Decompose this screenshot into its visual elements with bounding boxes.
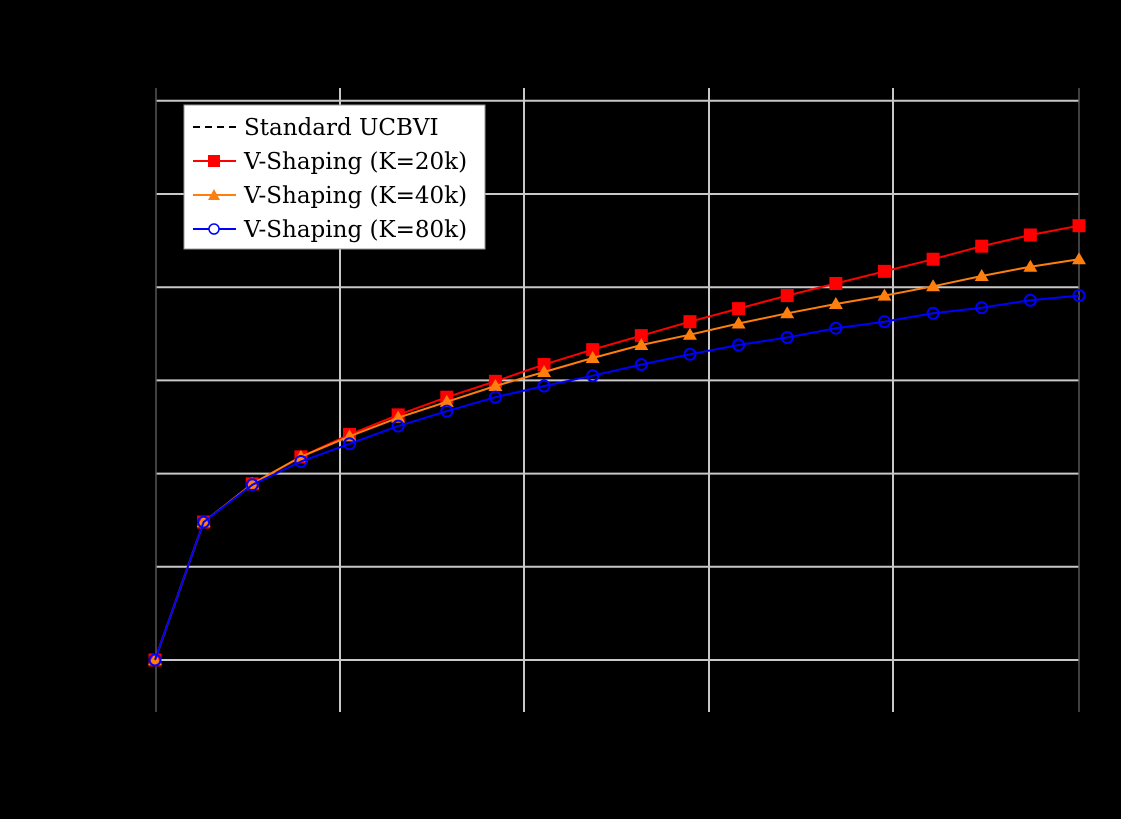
series-line	[154, 294, 1080, 661]
circle-marker	[1023, 293, 1037, 307]
triangle-marker	[439, 394, 454, 407]
legend-label: Standard UCBVI	[244, 115, 439, 141]
series-v-shaping-k-40k-	[148, 252, 1086, 665]
circle-marker	[343, 437, 357, 451]
circle-marker	[683, 347, 697, 361]
square-marker	[586, 343, 600, 357]
legend-item: Standard UCBVI	[193, 115, 439, 141]
legend-item: V-Shaping (K=80k)	[193, 217, 467, 243]
triangle-marker	[780, 306, 795, 319]
triangle-marker	[537, 365, 552, 378]
circle-marker	[732, 338, 746, 352]
legend-circle-icon	[208, 223, 220, 235]
circle-marker	[245, 478, 259, 492]
circle-marker	[877, 315, 891, 329]
circle-marker	[829, 321, 843, 335]
triangle-marker	[1023, 259, 1038, 272]
circle-marker	[391, 419, 405, 433]
square-marker	[975, 239, 989, 253]
circle-marker	[926, 306, 940, 320]
circle-marker	[294, 454, 308, 468]
triangle-marker	[877, 288, 892, 301]
triangle-marker	[974, 269, 989, 282]
circle-marker	[440, 404, 454, 418]
triangle-marker	[1072, 252, 1086, 265]
circle-marker	[197, 515, 211, 529]
square-marker	[780, 289, 794, 303]
triangle-marker	[245, 476, 260, 489]
triangle-marker	[731, 316, 746, 329]
circle-marker	[780, 331, 794, 345]
square-marker	[926, 252, 940, 266]
circle-marker	[975, 301, 989, 315]
square-marker	[732, 302, 746, 316]
series-v-shaping-k-80k-	[148, 289, 1086, 667]
legend: Standard UCBVI V-Shaping (K=20k) V-Shaping…	[183, 104, 486, 250]
circle-marker	[586, 369, 600, 383]
legend-label: V-Shaping (K=80k)	[243, 217, 467, 243]
triangle-marker	[391, 410, 406, 423]
triangle-marker	[926, 279, 941, 292]
triangle-marker	[828, 296, 843, 309]
square-marker	[1072, 219, 1086, 233]
axes-frame	[155, 88, 1080, 712]
triangle-marker	[682, 327, 697, 340]
circle-marker	[537, 379, 551, 393]
circle-marker	[488, 390, 502, 404]
legend-square-icon	[208, 155, 220, 167]
square-marker	[634, 329, 648, 343]
legend-box	[183, 104, 486, 250]
data-series	[148, 219, 1086, 667]
triangle-marker	[585, 351, 600, 364]
triangle-marker	[488, 378, 503, 391]
square-marker	[829, 276, 843, 290]
legend-triangle-icon	[208, 189, 220, 200]
square-marker	[683, 315, 697, 329]
circle-marker	[148, 653, 162, 667]
series-line	[154, 258, 1080, 661]
legend-label: V-Shaping (K=40k)	[243, 183, 467, 209]
legend-item: V-Shaping (K=20k)	[193, 149, 467, 175]
circle-marker	[1072, 289, 1086, 303]
triangle-marker	[634, 337, 649, 350]
circle-marker	[634, 358, 648, 372]
square-marker	[1023, 228, 1037, 242]
square-marker	[537, 358, 551, 372]
legend-item: V-Shaping (K=40k)	[193, 183, 467, 209]
square-marker	[877, 264, 891, 278]
legend-label: V-Shaping (K=20k)	[243, 149, 467, 175]
